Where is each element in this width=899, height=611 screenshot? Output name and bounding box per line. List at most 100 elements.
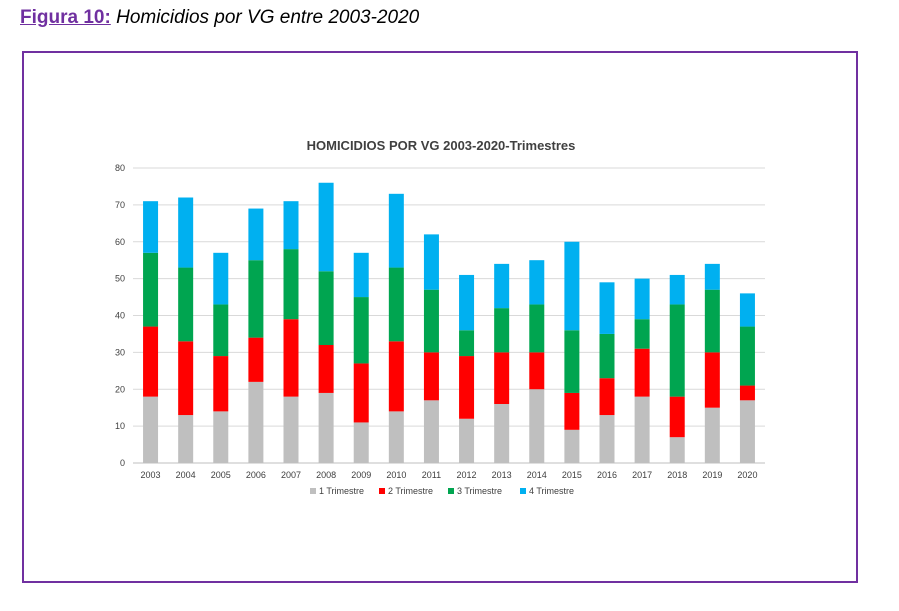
bar-segment bbox=[283, 396, 299, 463]
bar-segment bbox=[564, 429, 580, 463]
x-tick-label: 2007 bbox=[281, 470, 301, 480]
bar-segment bbox=[423, 352, 439, 401]
gridlines bbox=[133, 167, 765, 464]
bar-segment bbox=[423, 400, 439, 463]
x-tick-label: 2018 bbox=[667, 470, 687, 480]
bar-segment bbox=[353, 297, 369, 364]
bar-segment bbox=[704, 407, 720, 463]
bar-segment bbox=[213, 411, 229, 463]
bar-segment bbox=[704, 263, 720, 290]
bar-segment bbox=[248, 260, 264, 338]
bar-segment bbox=[178, 341, 194, 416]
x-tick-label: 2017 bbox=[632, 470, 652, 480]
bar-segment bbox=[529, 389, 545, 463]
y-tick-label: 70 bbox=[115, 200, 125, 210]
figure-caption-text: Homicidios por VG entre 2003-2020 bbox=[116, 7, 420, 28]
bar-segment bbox=[283, 249, 299, 320]
bars bbox=[143, 182, 755, 463]
bar-segment bbox=[739, 293, 755, 327]
y-tick-label: 80 bbox=[115, 163, 125, 173]
bar-segment bbox=[388, 411, 404, 463]
bar-segment bbox=[704, 289, 720, 353]
y-tick-label: 50 bbox=[115, 274, 125, 284]
x-tick-label: 2003 bbox=[141, 470, 161, 480]
bar-segment bbox=[318, 392, 334, 463]
bar-segment bbox=[353, 363, 369, 423]
y-tick-label: 40 bbox=[115, 311, 125, 321]
x-tick-label: 2012 bbox=[457, 470, 477, 480]
bar-segment bbox=[353, 422, 369, 463]
x-tick-label: 2016 bbox=[597, 470, 617, 480]
bar-segment bbox=[178, 197, 194, 268]
bar-segment bbox=[494, 352, 510, 404]
bar-segment bbox=[669, 274, 685, 305]
bar-segment bbox=[353, 252, 369, 298]
bar-segment bbox=[143, 252, 159, 327]
bar-segment bbox=[529, 304, 545, 353]
bar-segment bbox=[178, 267, 194, 342]
x-tick-label: 2006 bbox=[246, 470, 266, 480]
bar-segment bbox=[669, 396, 685, 438]
bar-segment bbox=[248, 208, 264, 261]
bar-segment bbox=[564, 241, 580, 331]
bar-segment bbox=[459, 274, 475, 331]
bar-segment bbox=[739, 400, 755, 463]
legend-label: 3 Trimestre bbox=[457, 486, 502, 496]
x-tick-label: 2010 bbox=[386, 470, 406, 480]
bar-segment bbox=[423, 289, 439, 353]
legend-label: 1 Trimestre bbox=[319, 486, 364, 496]
bar-segment bbox=[248, 381, 264, 463]
y-tick-label: 0 bbox=[120, 458, 125, 468]
bar-segment bbox=[388, 193, 404, 268]
bar-segment bbox=[459, 330, 475, 357]
x-tick-label: 2008 bbox=[316, 470, 336, 480]
bar-segment bbox=[143, 201, 159, 253]
legend-swatch bbox=[520, 488, 526, 494]
bar-segment bbox=[564, 330, 580, 393]
bar-segment bbox=[388, 267, 404, 342]
legend-swatch bbox=[448, 488, 454, 494]
bar-segment bbox=[704, 352, 720, 408]
x-tick-label: 2011 bbox=[422, 470, 441, 480]
bar-segment bbox=[529, 352, 545, 390]
bar-segment bbox=[283, 319, 299, 397]
legend-swatch bbox=[310, 488, 316, 494]
bar-segment bbox=[634, 319, 650, 349]
bar-segment bbox=[494, 263, 510, 309]
bar-segment bbox=[213, 304, 229, 357]
bar-segment bbox=[634, 278, 650, 320]
bar-segment bbox=[669, 304, 685, 397]
y-tick-label: 20 bbox=[115, 384, 125, 394]
x-tick-label: 2020 bbox=[737, 470, 757, 480]
legend-label: 2 Trimestre bbox=[388, 486, 433, 496]
bar-segment bbox=[178, 415, 194, 463]
y-axis-ticks: 0 10 20 30 40 50 60 70 80 bbox=[115, 163, 125, 468]
bar-segment bbox=[599, 378, 615, 416]
legend-swatch bbox=[379, 488, 385, 494]
legend: 1 Trimestre 2 Trimestre 3 Trimestre 4 Trime… bbox=[310, 486, 574, 496]
bar-segment bbox=[423, 234, 439, 290]
bar-segment bbox=[739, 385, 755, 401]
bar-segment bbox=[213, 252, 229, 305]
bar-segment bbox=[143, 326, 159, 397]
bar-segment bbox=[634, 348, 650, 397]
bar-segment bbox=[494, 308, 510, 353]
x-tick-label: 2013 bbox=[492, 470, 512, 480]
chart-title: HOMICIDIOS POR VG 2003-2020-Trimestres bbox=[307, 138, 576, 153]
bar-segment bbox=[564, 392, 580, 430]
x-tick-label: 2015 bbox=[562, 470, 582, 480]
x-tick-label: 2019 bbox=[702, 470, 722, 480]
bar-segment bbox=[634, 396, 650, 463]
bar-segment bbox=[494, 404, 510, 463]
figure-label: Figura 10: bbox=[20, 7, 111, 28]
x-axis-ticks: 2003 2004 2005 2006 2007 2008 2009 2010 2011 2012… bbox=[141, 470, 758, 480]
legend-label: 4 Trimestre bbox=[529, 486, 574, 496]
bar-segment bbox=[599, 282, 615, 334]
bar-segment bbox=[459, 356, 475, 419]
x-tick-label: 2009 bbox=[351, 470, 371, 480]
bar-segment bbox=[459, 418, 475, 463]
bar-segment bbox=[318, 345, 334, 393]
bar-segment bbox=[143, 396, 159, 463]
bar-segment bbox=[599, 415, 615, 463]
bar-segment bbox=[388, 341, 404, 412]
